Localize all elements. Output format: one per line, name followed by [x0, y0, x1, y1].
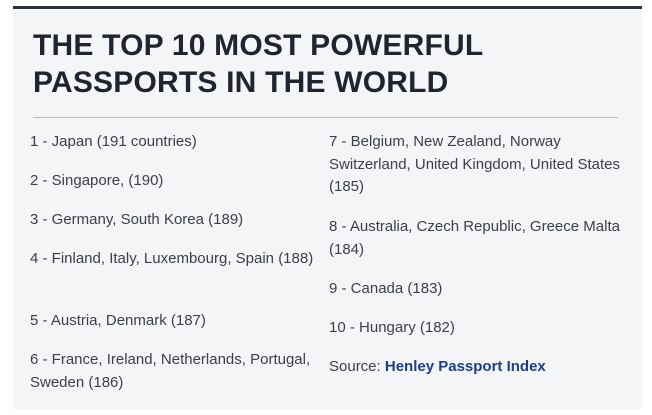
- passport-ranking-card: THE TOP 10 MOST POWERFUL PASSPORTS IN TH…: [13, 6, 642, 409]
- ranking-entry-8: 8 - Australia, Czech Republic, Greece Ma…: [329, 218, 620, 258]
- ranking-entry-2: 2 - Singapore, (190): [30, 172, 164, 189]
- ranking-entry-6: 6 - France, Ireland, Netherlands, Portug…: [30, 351, 311, 391]
- source-link[interactable]: Henley Passport Index: [384, 358, 546, 375]
- ranking-entry-9: 9 - Canada (183): [329, 280, 443, 297]
- title-line-1: THE TOP 10 MOST POWERFUL: [33, 29, 484, 62]
- ranking-entry-5: 5 - Austria, Denmark (187): [30, 312, 206, 329]
- page-title: THE TOP 10 MOST POWERFUL PASSPORTS IN TH…: [33, 27, 483, 101]
- ranking-entry-4: 4 - Finland, Italy, Luxembourg, Spain (1…: [30, 250, 314, 267]
- source-line: Source: Henley Passport Index: [329, 356, 625, 379]
- title-divider: [33, 117, 618, 118]
- ranking-entry-3: 3 - Germany, South Korea (189): [30, 211, 244, 228]
- ranking-entry-10: 10 - Hungary (182): [329, 319, 455, 336]
- ranking-entry-1: 1 - Japan (191 countries): [30, 133, 197, 150]
- ranking-entry-7: 7 - Belgium, New Zealand, Norway Switzer…: [329, 133, 620, 195]
- title-line-2: PASSPORTS IN THE WORLD: [33, 66, 449, 99]
- source-label: Source:: [329, 358, 385, 375]
